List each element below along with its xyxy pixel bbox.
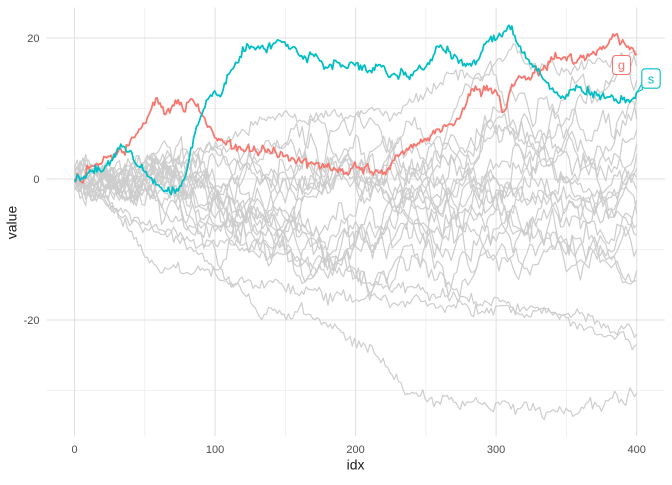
svg-text:100: 100: [206, 444, 224, 456]
svg-text:idx: idx: [347, 457, 365, 473]
svg-text:200: 200: [346, 444, 364, 456]
svg-text:300: 300: [487, 444, 505, 456]
svg-text:g: g: [618, 58, 625, 73]
svg-text:0: 0: [33, 174, 39, 186]
svg-text:s: s: [648, 71, 655, 86]
svg-text:400: 400: [628, 444, 646, 456]
svg-text:-20: -20: [24, 315, 40, 327]
svg-text:20: 20: [27, 33, 39, 45]
svg-text:0: 0: [71, 444, 77, 456]
svg-text:value: value: [4, 206, 20, 240]
